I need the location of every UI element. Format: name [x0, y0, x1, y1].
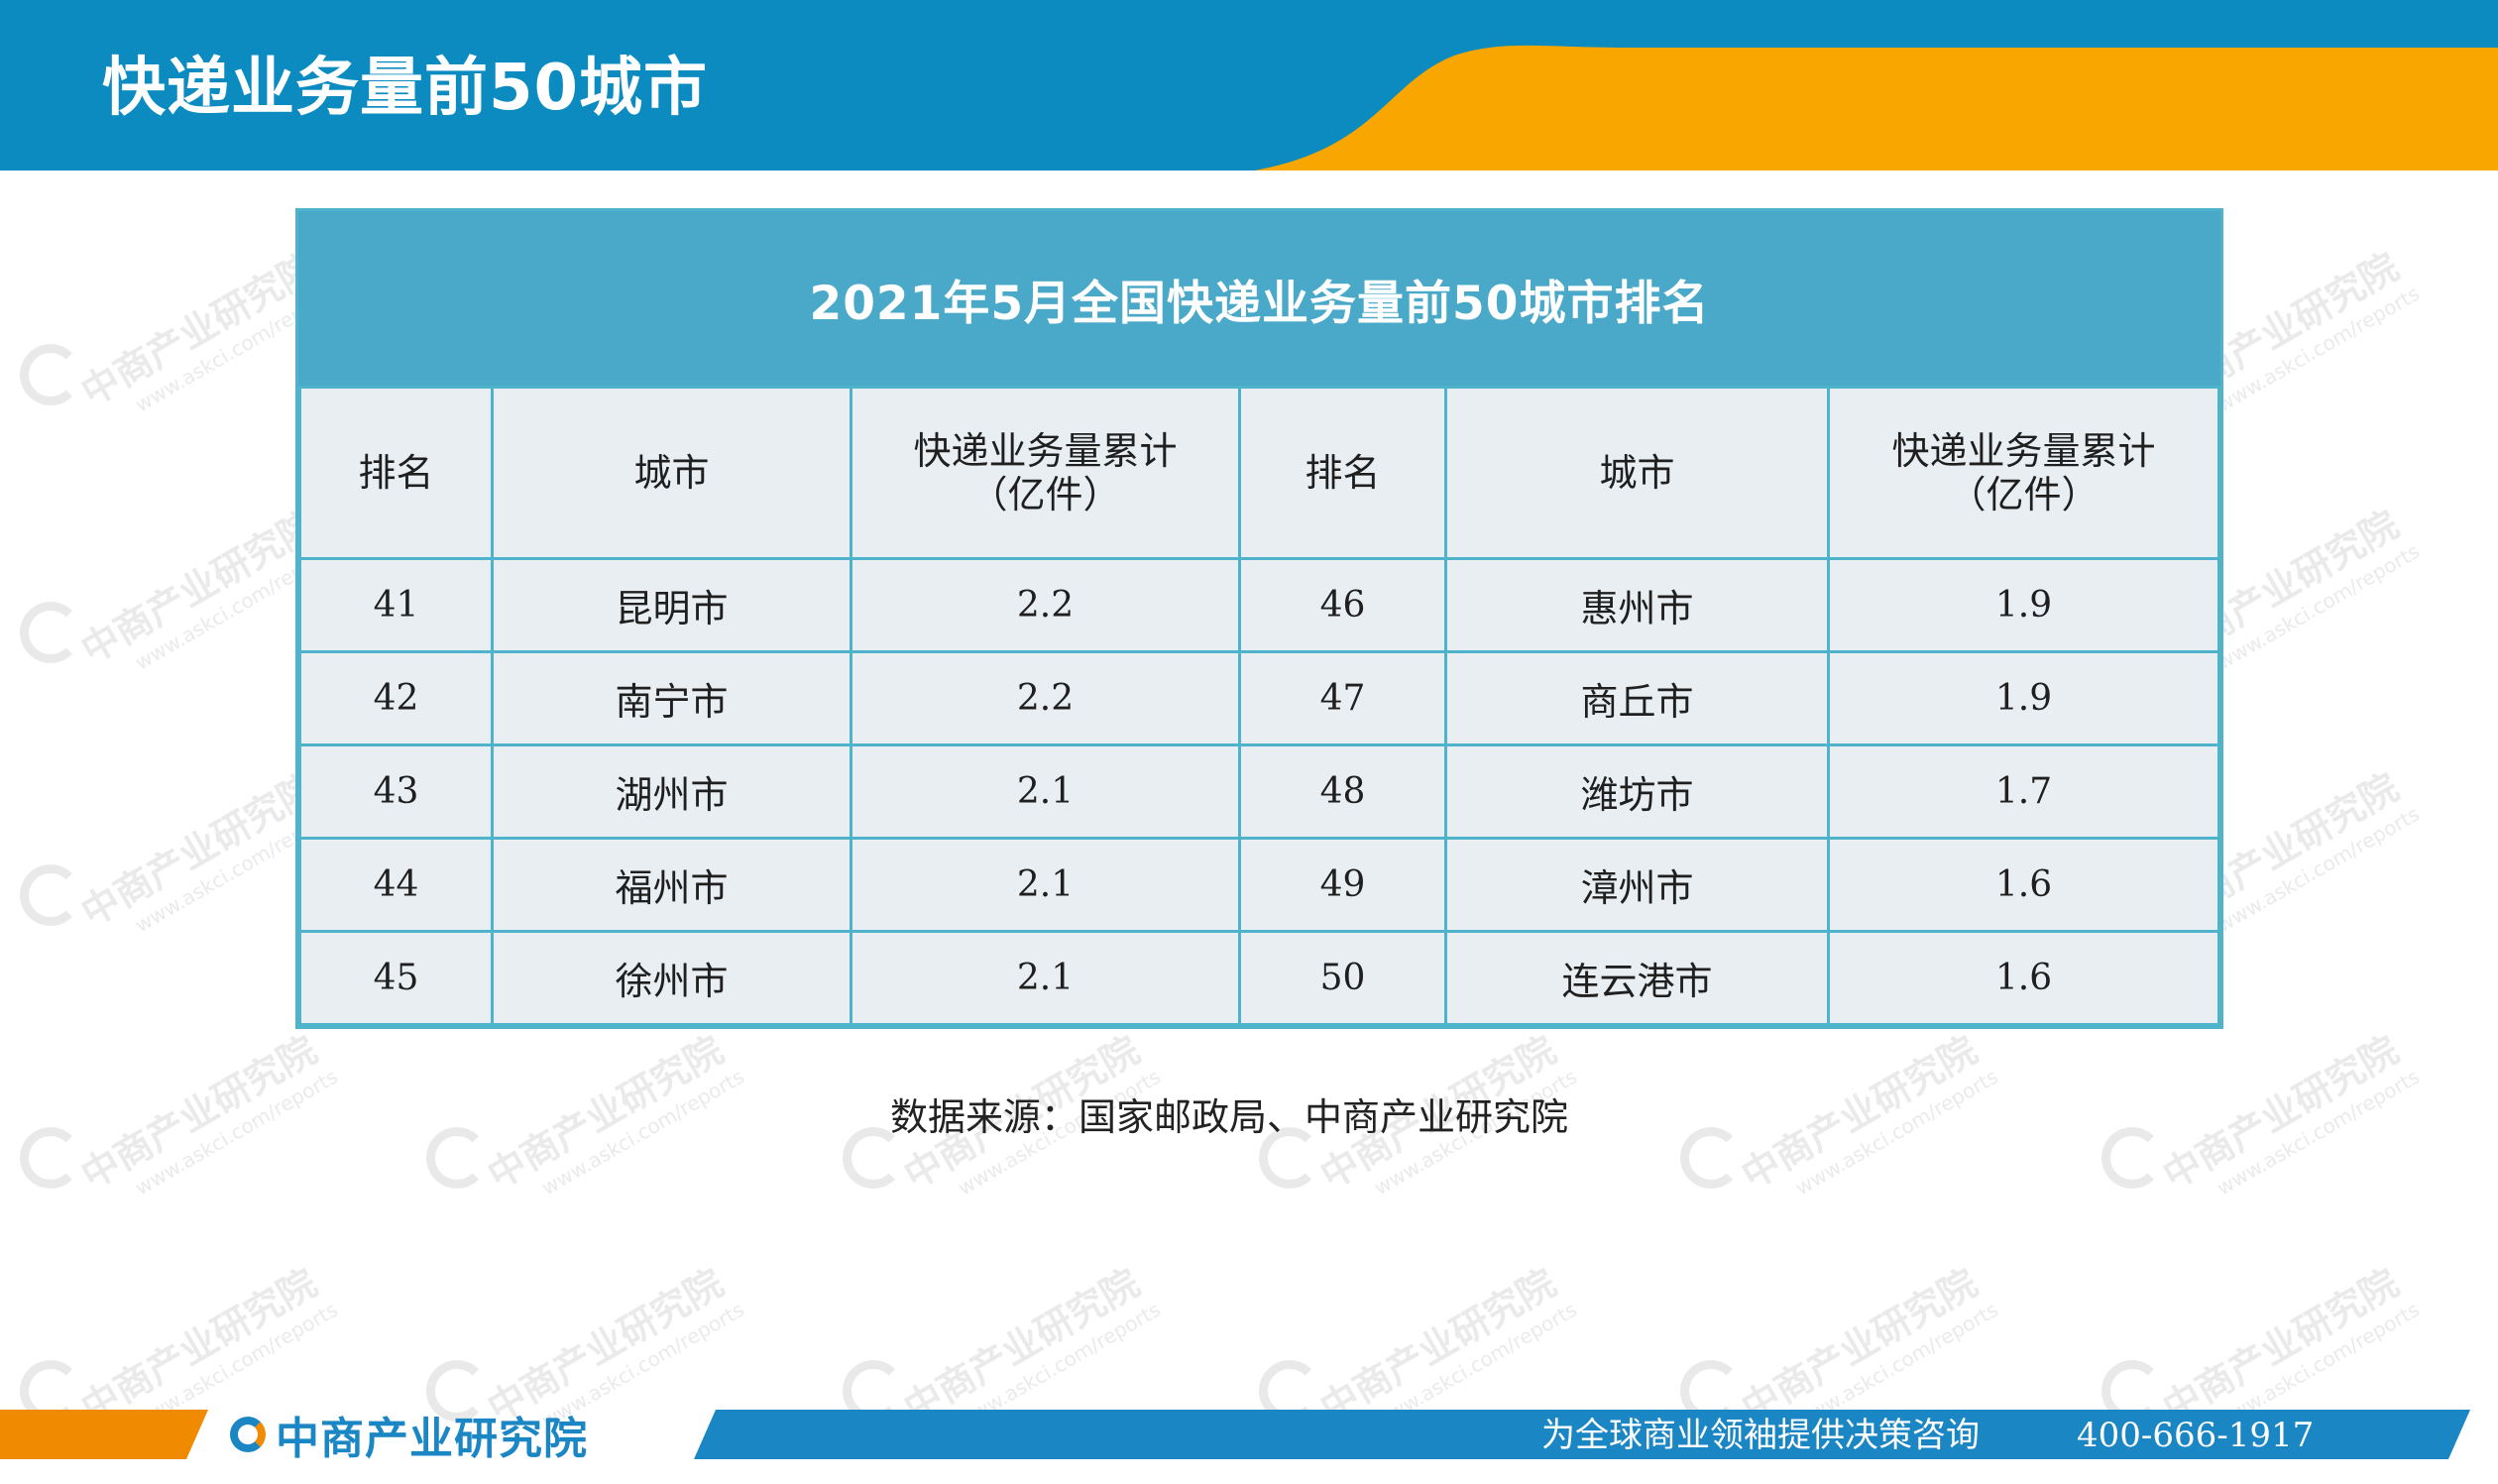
watermark-text: 中商产业研究院: [73, 244, 324, 414]
watermark-text: 中商产业研究院: [73, 764, 324, 935]
cell-volume: 2.2: [850, 557, 1241, 653]
source-note: 数据来源：国家邮政局、中商产业研究院: [889, 1095, 1568, 1139]
cell-volume: 2.1: [850, 930, 1241, 1026]
header-city: 城市: [1444, 386, 1830, 560]
cell-volume: 1.9: [1827, 557, 2220, 653]
cell-volume: 2.2: [850, 650, 1241, 746]
ranking-table-container: 2021年5月全国快递业务量前50城市排名 排名 城市 快递业务量累计 （亿件）…: [295, 208, 2223, 1029]
cell-volume: 1.6: [1827, 930, 2220, 1026]
cell-city: 惠州市: [1444, 557, 1830, 653]
cell-rank: 45: [298, 930, 494, 1026]
table-row: 41 昆明市 2.2 46 惠州市 1.9: [298, 557, 2220, 653]
cell-rank: 49: [1238, 837, 1447, 933]
header-rank: 排名: [1238, 386, 1447, 560]
cell-volume: 1.7: [1827, 743, 2220, 840]
watermark-text: 中商产业研究院: [1312, 1260, 1563, 1430]
page-title: 快递业务量前50城市: [102, 52, 709, 125]
footer-logo-text: 中商产业研究院: [276, 1414, 588, 1464]
header-rank: 排名: [298, 386, 494, 560]
cell-rank: 50: [1238, 930, 1447, 1026]
cell-rank: 46: [1238, 557, 1447, 653]
header-volume: 快递业务量累计 （亿件）: [850, 386, 1241, 560]
watermark-logo-icon: [20, 864, 81, 926]
watermark-text: 中商产业研究院: [73, 502, 324, 672]
cell-city: 湖州市: [491, 743, 852, 840]
table-row: 45 徐州市 2.1 50 连云港市 1.6: [298, 930, 2220, 1026]
header-volume-label: 快递业务量累计: [1891, 429, 2156, 473]
cell-city: 福州市: [491, 837, 852, 933]
header-volume: 快递业务量累计 （亿件）: [1827, 386, 2220, 560]
cell-rank: 43: [298, 743, 494, 840]
table-header-row: 排名 城市 快递业务量累计 （亿件） 排名 城市 快递业务量累计 （亿件）: [298, 386, 2220, 560]
footer-logo: 中商产业研究院: [230, 1408, 588, 1464]
header-background: [0, 0, 2498, 171]
cell-rank: 42: [298, 650, 494, 746]
company-logo-icon: [230, 1417, 266, 1452]
header-volume-unit: （亿件）: [969, 473, 1121, 516]
watermark-text: 中商产业研究院: [1734, 1260, 1985, 1430]
header-volume-unit: （亿件）: [1948, 473, 2100, 516]
cell-rank: 44: [298, 837, 494, 933]
cell-rank: 48: [1238, 743, 1447, 840]
watermark-text: 中商产业研究院: [896, 1260, 1147, 1430]
cell-rank: 47: [1238, 650, 1447, 746]
cell-city: 潍坊市: [1444, 743, 1830, 840]
watermark-url: www.askci.com/reports: [2213, 281, 2424, 417]
table-row: 44 福州市 2.1 49 漳州市 1.6: [298, 837, 2220, 933]
watermark-url: www.askci.com/reports: [2213, 801, 2424, 938]
cell-volume: 1.6: [1827, 837, 2220, 933]
table-row: 42 南宁市 2.2 47 商丘市 1.9: [298, 650, 2220, 746]
header-volume-label: 快递业务量累计: [913, 429, 1178, 473]
header-bar: [0, 0, 2498, 171]
cell-city: 徐州市: [491, 930, 852, 1026]
cell-city: 昆明市: [491, 557, 852, 653]
cell-volume: 2.1: [850, 743, 1241, 840]
watermark-text: 中商产业研究院: [2155, 1260, 2406, 1430]
footer-slogan: 为全球商业领袖提供决策咨询: [1541, 1416, 1980, 1455]
header-city: 城市: [491, 386, 852, 560]
cell-city: 南宁市: [491, 650, 852, 746]
ranking-table: 排名 城市 快递业务量累计 （亿件） 排名 城市 快递业务量累计 （亿件） 41…: [298, 386, 2220, 1026]
table-row: 43 湖州市 2.1 48 潍坊市 1.7: [298, 743, 2220, 840]
footer-background: [0, 1410, 2470, 1459]
table-title: 2021年5月全国快递业务量前50城市排名: [298, 211, 2220, 386]
watermark-logo-icon: [20, 344, 81, 405]
watermark-logo-icon: [20, 602, 81, 663]
cell-city: 商丘市: [1444, 650, 1830, 746]
cell-volume: 1.9: [1827, 650, 2220, 746]
footer-bar: [0, 1410, 2498, 1459]
cell-city: 连云港市: [1444, 930, 1830, 1026]
watermark-url: www.askci.com/reports: [2213, 538, 2424, 675]
cell-city: 漳州市: [1444, 837, 1830, 933]
cell-volume: 2.1: [850, 837, 1241, 933]
footer-phone: 400-666-1917: [2077, 1416, 2315, 1455]
cell-rank: 41: [298, 557, 494, 653]
